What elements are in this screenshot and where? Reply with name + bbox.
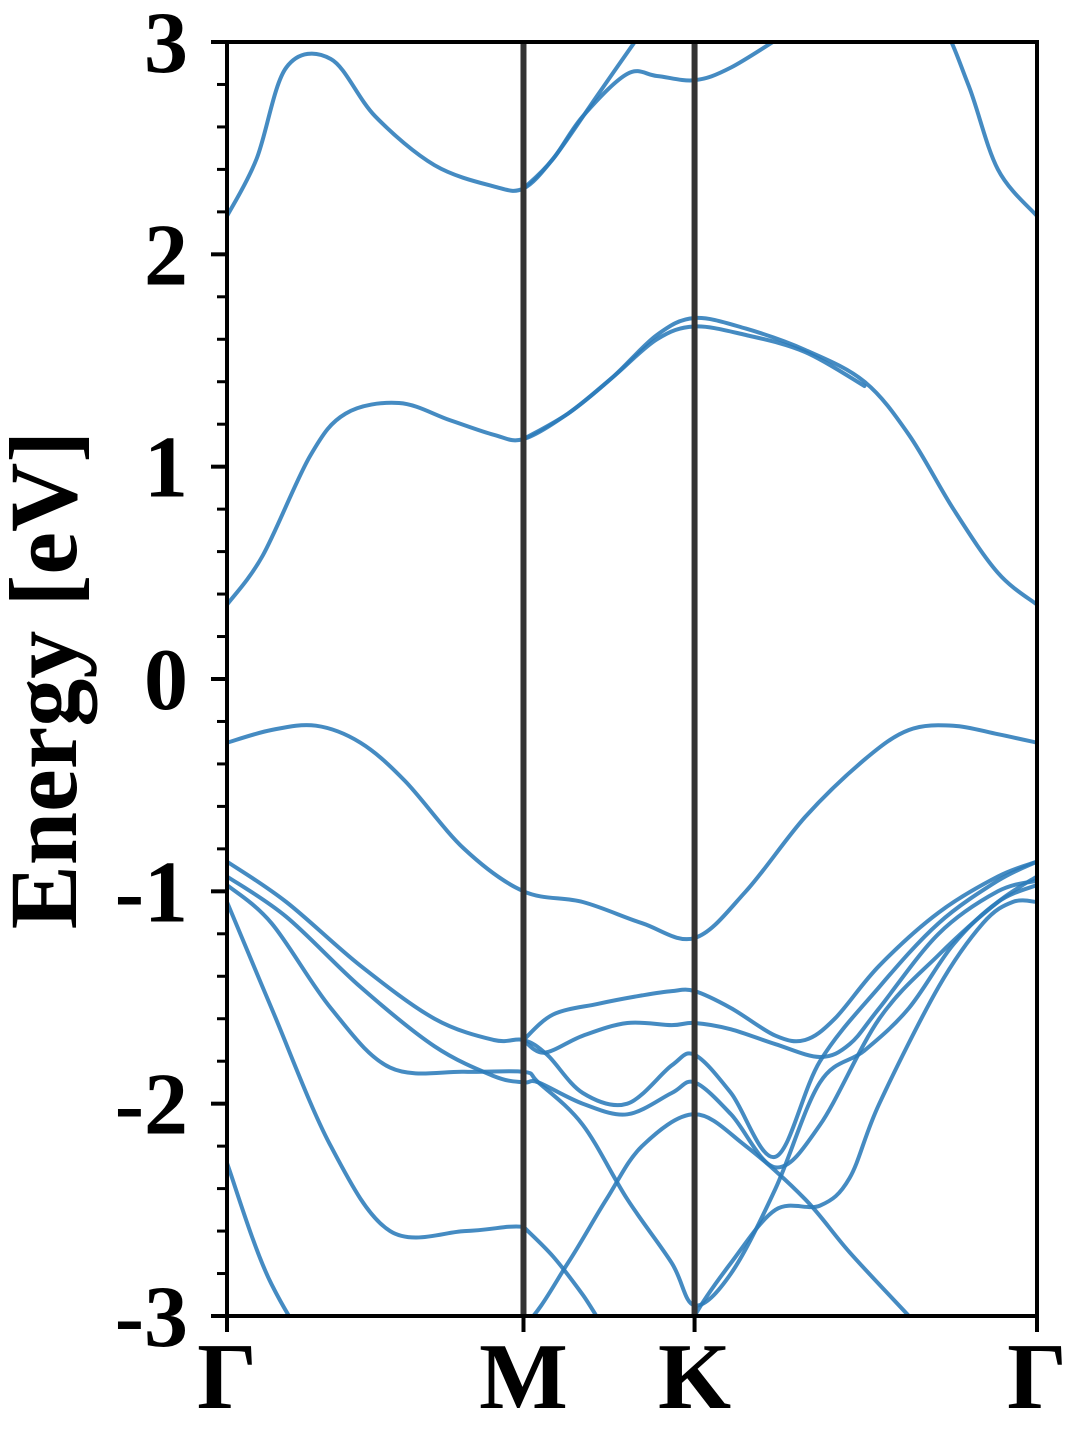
band-line-9 [227,723,1037,942]
band-line-2 [227,900,526,1240]
y-axis-title: Energy [eV] [0,431,97,930]
band-line-5 [227,874,1037,1170]
x-tick-label-M: M [479,1325,568,1429]
band-line-13 [521,42,638,191]
plot-frame [225,40,1039,1318]
x-tick-label-K: K [658,1325,731,1429]
y-tick-label: 0 [144,632,188,729]
band-line-11 [521,324,867,442]
band-line-3 [521,898,1037,1316]
band-line-7 [521,859,1037,1044]
y-tick-label: 2 [144,207,188,304]
y-tick-label: -2 [115,1057,188,1154]
band-line-6 [227,859,1037,1159]
band-line-8 [521,878,1037,1059]
band-line-1 [227,1112,912,1316]
band-line-4 [227,883,1037,1308]
y-axis-ticks [211,40,1039,1332]
k-point-lines [520,42,698,1316]
y-tick-label: 1 [144,420,188,517]
y-tick-label: -3 [115,1269,188,1366]
band-line-12 [227,42,1037,219]
band-series [227,42,1037,1316]
y-tick-labels: -3 -2 -1 0 1 2 3 [115,0,188,1366]
x-tick-label-Γ: Γ [197,1325,257,1429]
y-tick-label: -1 [115,844,188,941]
x-tick-label-Γ: Γ [1007,1325,1067,1429]
y-tick-label: 3 [144,0,188,92]
